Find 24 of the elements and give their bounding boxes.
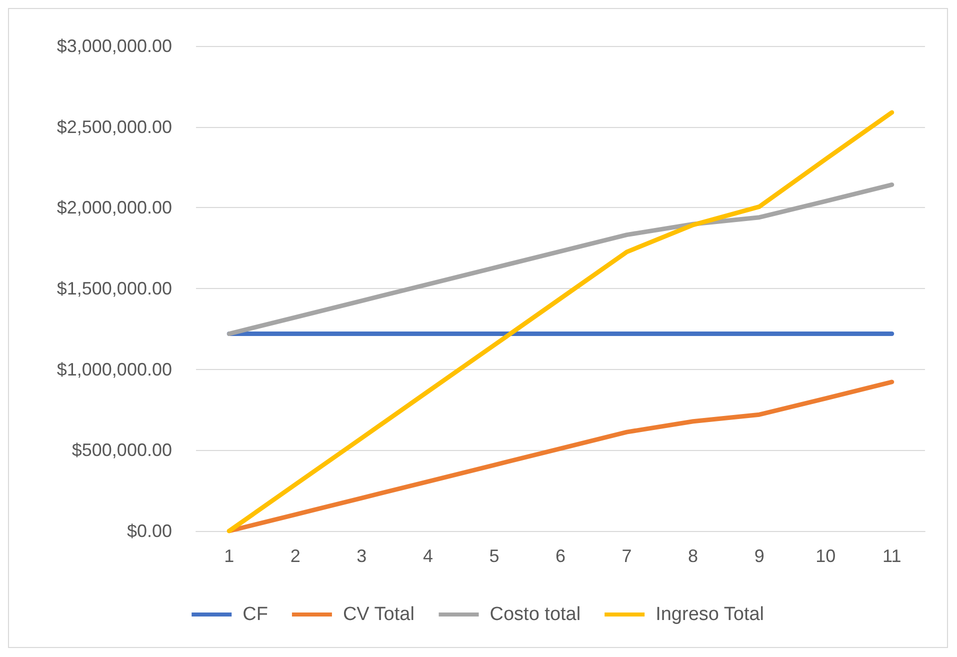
legend-label: Ingreso Total [656, 604, 764, 625]
y-tick-label: $2,500,000.00 [56, 116, 172, 137]
line-series [226, 182, 894, 336]
y-tick-label: $500,000.00 [72, 440, 172, 460]
x-tick-label: 6 [555, 546, 566, 566]
x-tick-label: 9 [754, 546, 764, 566]
x-tick-label: 5 [489, 546, 500, 566]
line-series [226, 110, 894, 534]
legend-label: Costo total [490, 604, 581, 625]
x-tick-label: 2 [290, 546, 300, 566]
x-tick-label: 1 [224, 546, 234, 566]
x-tick-label: 7 [622, 546, 632, 566]
x-tick-label: 8 [688, 546, 698, 566]
x-tick-label: 4 [422, 546, 433, 566]
legend-label: CV Total [342, 604, 414, 625]
y-tick-label: $2,000,000.00 [56, 198, 172, 218]
y-tick-label: $1,500,000.00 [56, 278, 172, 298]
x-tick-label: 11 [882, 546, 902, 566]
y-tick-label: $0.00 [126, 521, 172, 541]
y-tick-label: $1,000,000.00 [56, 359, 172, 380]
x-tick-label: 3 [356, 546, 367, 566]
legend-label: CF [242, 604, 268, 625]
x-tick-label: 10 [816, 546, 836, 566]
y-tick-label: $3,000,000.00 [56, 36, 172, 56]
